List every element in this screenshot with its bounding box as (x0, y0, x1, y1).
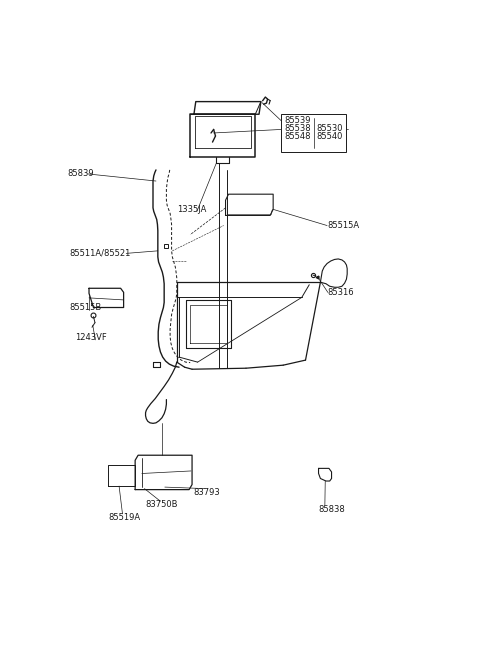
Text: 85548: 85548 (284, 131, 311, 141)
Text: 85539: 85539 (284, 116, 311, 125)
Text: 1243VF: 1243VF (75, 333, 107, 342)
Text: 85511A/85521: 85511A/85521 (69, 249, 131, 258)
Text: 85515B: 85515B (69, 303, 102, 312)
Text: 85316: 85316 (328, 288, 354, 297)
Text: 83793: 83793 (193, 488, 220, 497)
Text: 85519A: 85519A (108, 514, 141, 522)
Text: 83750B: 83750B (145, 500, 178, 509)
Text: 85838: 85838 (319, 505, 345, 514)
Text: 85538: 85538 (284, 124, 311, 133)
Text: 85515A: 85515A (328, 221, 360, 230)
Text: 85540: 85540 (317, 131, 343, 141)
Text: 1335JA: 1335JA (177, 205, 206, 214)
Text: 85530: 85530 (317, 124, 343, 133)
Bar (281, 114, 347, 152)
Text: 85839: 85839 (67, 170, 94, 179)
